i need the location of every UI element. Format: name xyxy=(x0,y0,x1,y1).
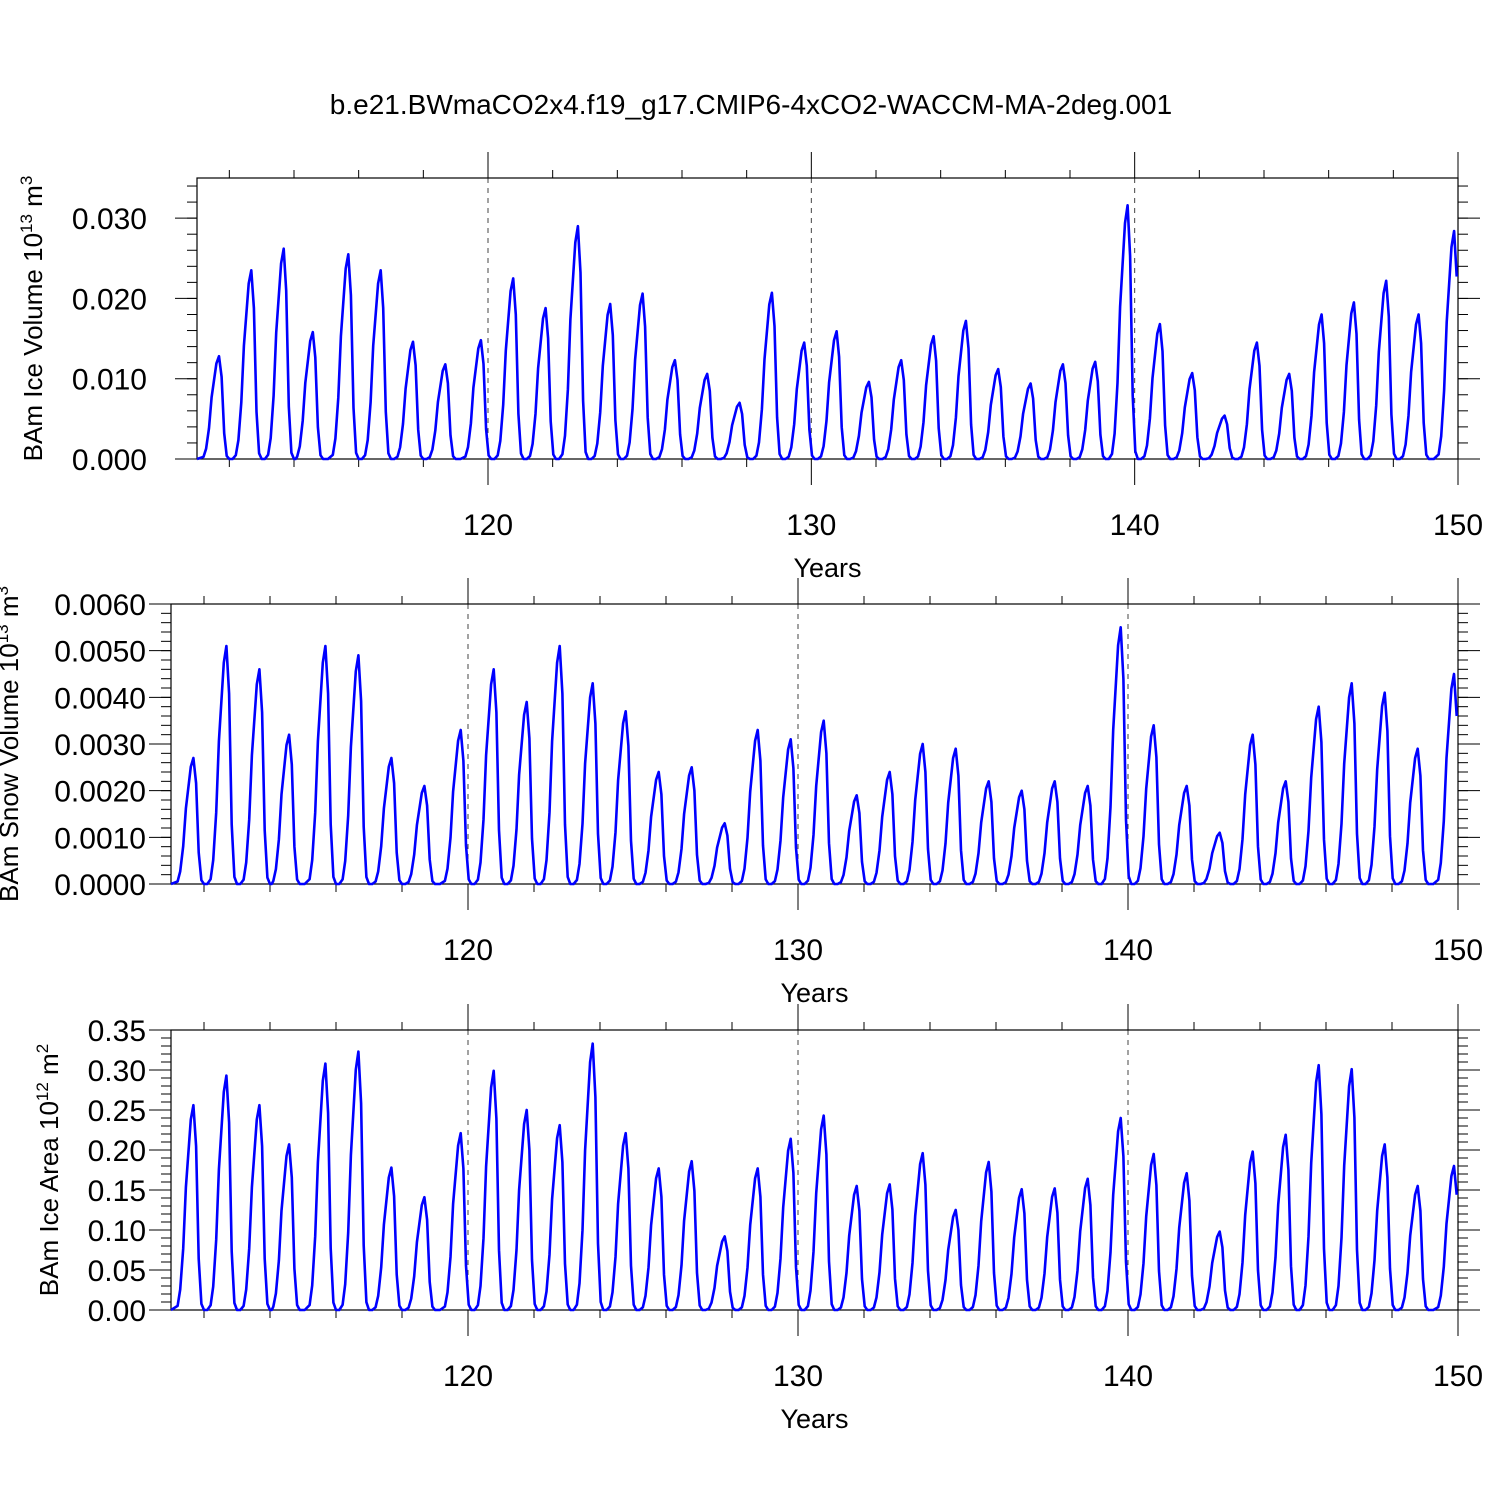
plot-frame xyxy=(170,603,1459,885)
y-tick-label: 0.030 xyxy=(72,203,147,236)
chart-title: b.e21.BWmaCO2x4.f19_g17.CMIP6-4xCO2-WACC… xyxy=(330,89,1172,120)
panel-2: 120 130 140 150 0.0000 0.0010 0.0020 0.0030 0.00… xyxy=(0,578,1483,1008)
y-tick-label: 0.0060 xyxy=(54,589,146,622)
y-tick-label: 0.05 xyxy=(88,1255,146,1288)
x-tick-label: 130 xyxy=(786,509,836,542)
y-tick-label: 0.0020 xyxy=(54,776,146,809)
y-tick-label: 0.15 xyxy=(88,1175,146,1208)
y-tick-label: 0.25 xyxy=(88,1095,146,1128)
x-tick-label: 120 xyxy=(443,934,493,967)
x-tick-label: 120 xyxy=(443,1360,493,1393)
y-tick-label: 0.20 xyxy=(88,1135,146,1168)
series-line xyxy=(196,204,1458,461)
x-tick-label: 120 xyxy=(463,509,513,542)
series-line xyxy=(170,626,1458,886)
y-tick-label: 0.30 xyxy=(88,1055,146,1088)
y-tick-label: 0.010 xyxy=(72,364,147,397)
x-tick-label: 130 xyxy=(773,934,823,967)
x-axis-title: Years xyxy=(780,1404,848,1434)
y-tick-label: 0.0050 xyxy=(54,636,146,669)
y-tick-label: 0.000 xyxy=(72,444,147,477)
x-axis-title: Years xyxy=(780,978,848,1008)
y-axis-title: BAm Ice Area 1012 m2 xyxy=(33,1044,64,1296)
y-axis-title: BAm Ice Volume 1013 m3 xyxy=(17,176,48,462)
series-line xyxy=(170,1042,1458,1312)
panel-1: 120 130 140 150 0.000 0.010 0.020 0.030 Years BAm… xyxy=(17,152,1483,583)
x-tick-label: 150 xyxy=(1433,509,1483,542)
plot-frame xyxy=(170,1029,1459,1311)
x-axis-title: Years xyxy=(793,553,861,583)
y-axis-title: BAm Snow Volume 1013 m3 xyxy=(0,586,24,902)
x-tick-label: 150 xyxy=(1433,1360,1483,1393)
y-tick-label: 0.0010 xyxy=(54,822,146,855)
x-tick-label: 140 xyxy=(1110,509,1160,542)
y-tick-label: 0.10 xyxy=(88,1215,146,1248)
x-tick-label: 140 xyxy=(1103,1360,1153,1393)
y-tick-label: 0.35 xyxy=(88,1015,146,1048)
y-tick-label: 0.020 xyxy=(72,283,147,316)
y-tick-label: 0.00 xyxy=(88,1295,146,1328)
y-tick-label: 0.0040 xyxy=(54,682,146,715)
y-tick-label: 0.0000 xyxy=(54,869,146,902)
x-tick-label: 130 xyxy=(773,1360,823,1393)
panel-3: 120 130 140 150 0.00 0.05 0.10 0.15 0.20 0.25 0.30… xyxy=(33,1004,1483,1434)
y-tick-label: 0.0030 xyxy=(54,729,146,762)
x-tick-label: 140 xyxy=(1103,934,1153,967)
x-tick-label: 150 xyxy=(1433,934,1483,967)
plot-frame xyxy=(196,177,1459,460)
